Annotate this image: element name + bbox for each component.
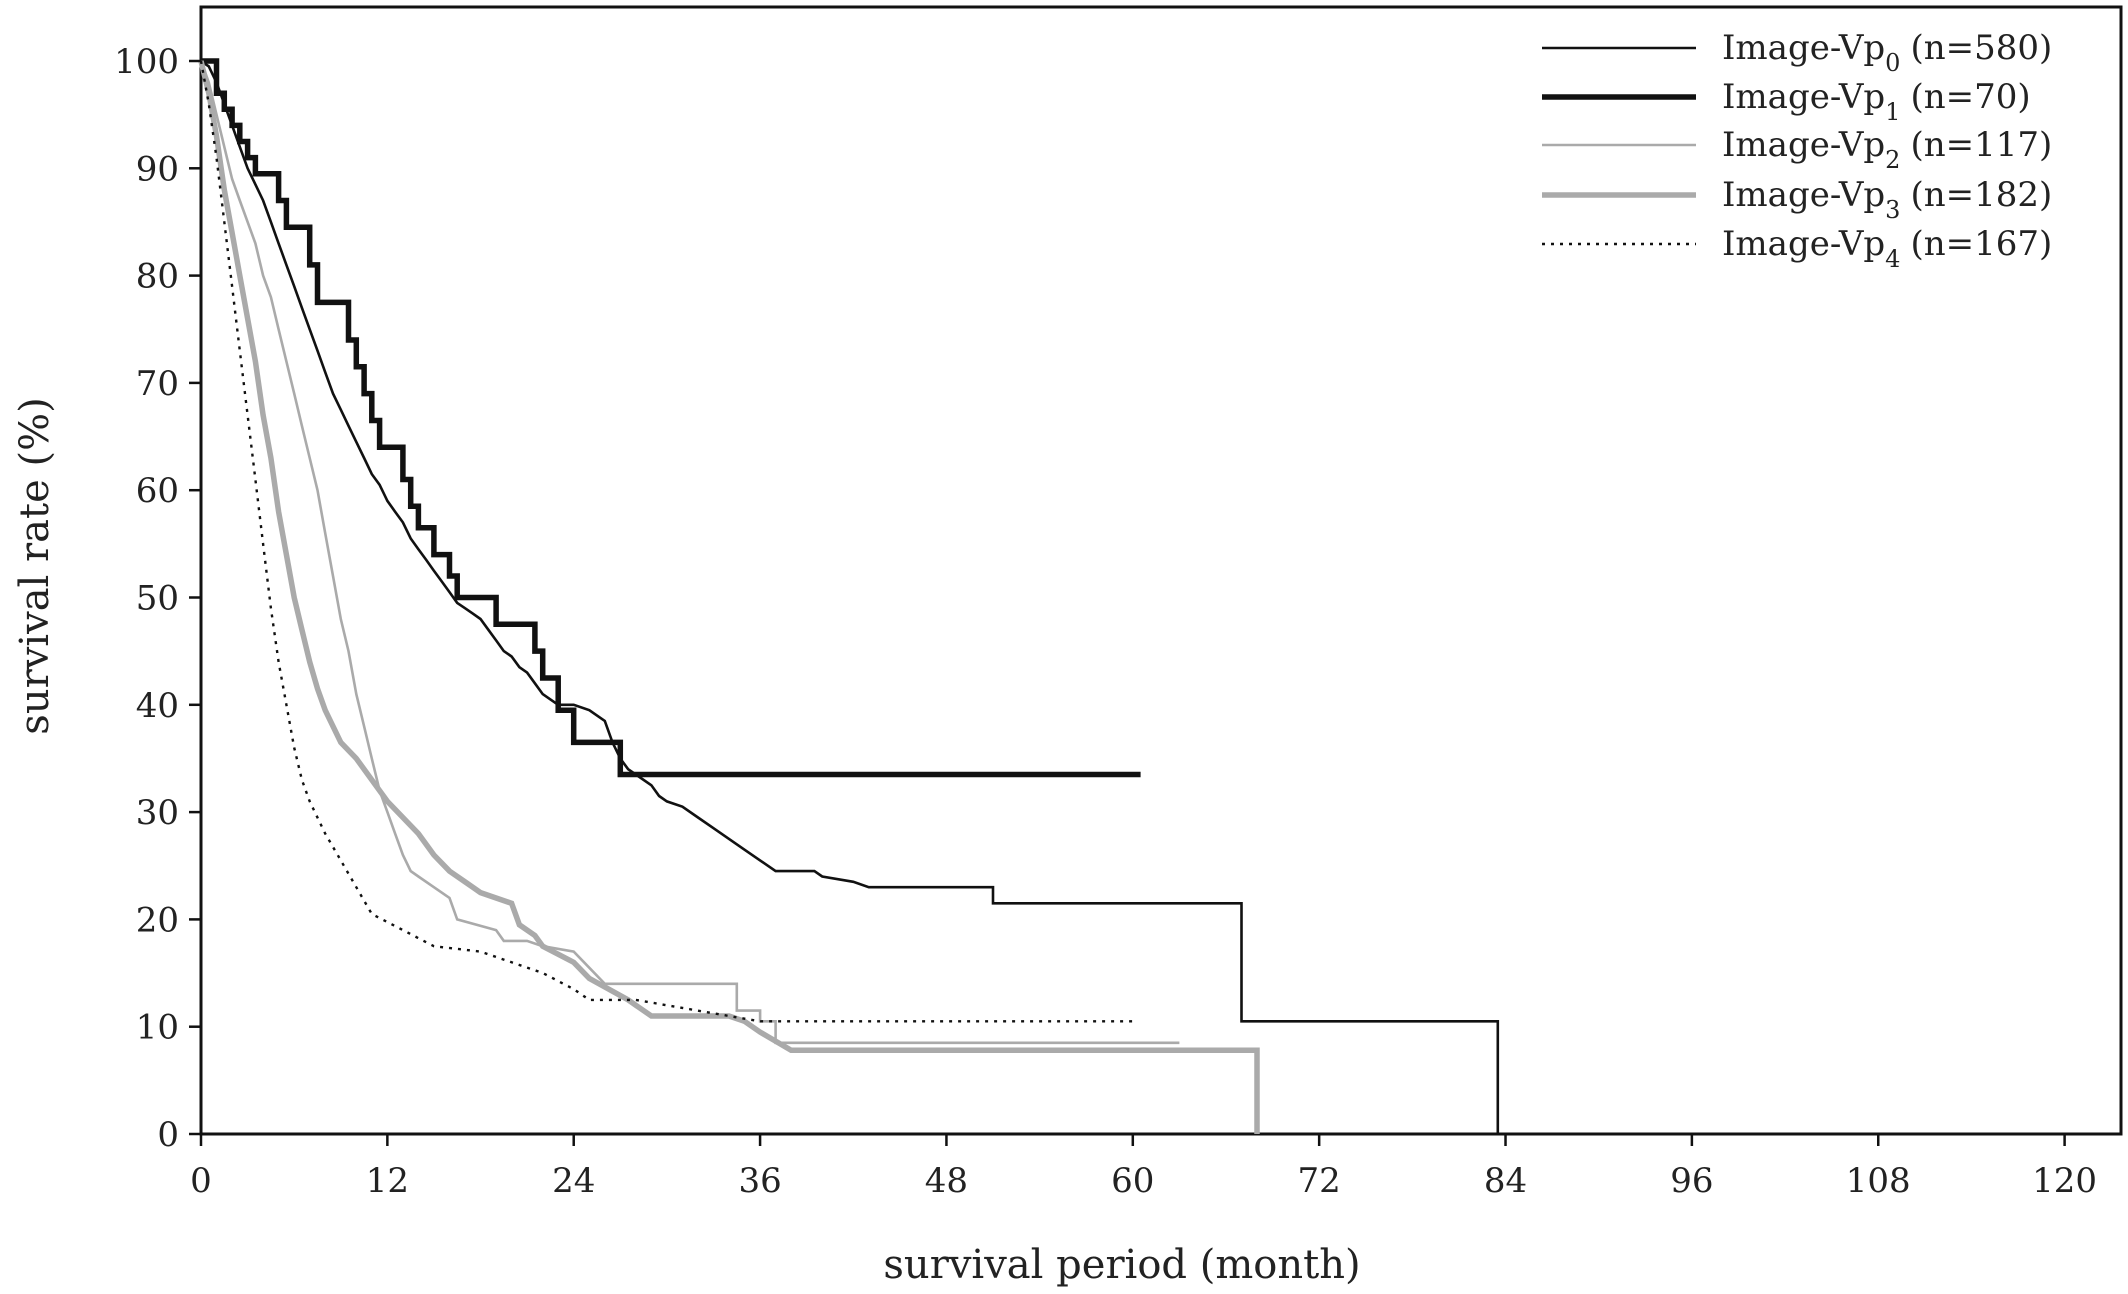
legend-series-name: Image-Vp bbox=[1722, 28, 1885, 68]
y-tick-label: 80 bbox=[136, 257, 179, 297]
x-tick-label: 12 bbox=[366, 1161, 409, 1201]
legend-count: (n=117) bbox=[1910, 125, 2052, 165]
legend-subscript: 1 bbox=[1885, 98, 1900, 126]
y-tick-label: 100 bbox=[114, 42, 179, 82]
legend-series-name: Image-Vp bbox=[1722, 224, 1885, 264]
x-axis-label: survival period (month) bbox=[883, 1242, 1360, 1288]
series-layer bbox=[198, 58, 1500, 1134]
x-tick-label: 60 bbox=[1111, 1161, 1154, 1201]
x-tick-label: 72 bbox=[1298, 1161, 1341, 1201]
x-tick-label: 96 bbox=[1670, 1161, 1713, 1201]
y-tick-label: 60 bbox=[136, 471, 179, 511]
legend-series-name: Image-Vp bbox=[1722, 175, 1885, 215]
legend-subscript: 4 bbox=[1885, 245, 1900, 273]
legend-count: (n=70) bbox=[1910, 77, 2030, 117]
x-tick-label: 120 bbox=[2032, 1161, 2097, 1201]
legend-count: (n=167) bbox=[1910, 224, 2052, 264]
legend-label-vp2: Image-Vp2 (n=117) bbox=[1722, 125, 2052, 174]
legend-subscript: 3 bbox=[1885, 196, 1900, 224]
x-tick-label: 108 bbox=[1846, 1161, 1911, 1201]
y-tick-label: 20 bbox=[136, 900, 179, 940]
legend-label-vp3: Image-Vp3 (n=182) bbox=[1722, 175, 2052, 224]
y-tick-label: 70 bbox=[136, 364, 179, 404]
x-tick-label: 84 bbox=[1484, 1161, 1527, 1201]
legend-series-name: Image-Vp bbox=[1722, 125, 1885, 165]
x-tick-label: 36 bbox=[738, 1161, 781, 1201]
legend-subscript: 2 bbox=[1885, 146, 1900, 174]
legend: Image-Vp0 (n=580)Image-Vp1 (n=70)Image-Vp2… bbox=[1542, 28, 2052, 273]
series-line-vp2 bbox=[199, 60, 1180, 1045]
y-tick-label: 10 bbox=[136, 1008, 179, 1048]
y-axis-ticks: 0 10 20 30 40 50 60 70 80 90 100 bbox=[114, 42, 201, 1155]
y-tick-label: 40 bbox=[136, 686, 179, 726]
series-line-vp3 bbox=[198, 60, 1260, 1134]
legend-label-vp1: Image-Vp1 (n=70) bbox=[1722, 77, 2031, 126]
x-tick-label: 24 bbox=[552, 1161, 595, 1201]
series-line-vp0 bbox=[200, 59, 1500, 1134]
legend-label-vp4: Image-Vp4 (n=167) bbox=[1722, 224, 2052, 273]
y-tick-label: 90 bbox=[136, 149, 179, 189]
series-line-vp1 bbox=[201, 58, 1141, 778]
series-line-vp4 bbox=[199, 60, 1133, 1023]
legend-count: (n=580) bbox=[1910, 28, 2052, 68]
legend-subscript: 0 bbox=[1885, 49, 1900, 77]
y-tick-label: 30 bbox=[136, 793, 179, 833]
y-tick-label: 50 bbox=[136, 579, 179, 619]
y-tick-label: 0 bbox=[157, 1115, 179, 1155]
legend-count: (n=182) bbox=[1910, 175, 2052, 215]
x-tick-label: 48 bbox=[925, 1161, 968, 1201]
plot-frame bbox=[199, 5, 2123, 1136]
legend-label-vp0: Image-Vp0 (n=580) bbox=[1722, 28, 2052, 77]
x-axis-ticks: 01224364860728496108120132144 bbox=[190, 1134, 2097, 1201]
legend-series-name: Image-Vp bbox=[1722, 77, 1885, 117]
x-tick-label: 0 bbox=[190, 1161, 212, 1201]
y-axis-label: survival rate (%) bbox=[12, 397, 58, 734]
